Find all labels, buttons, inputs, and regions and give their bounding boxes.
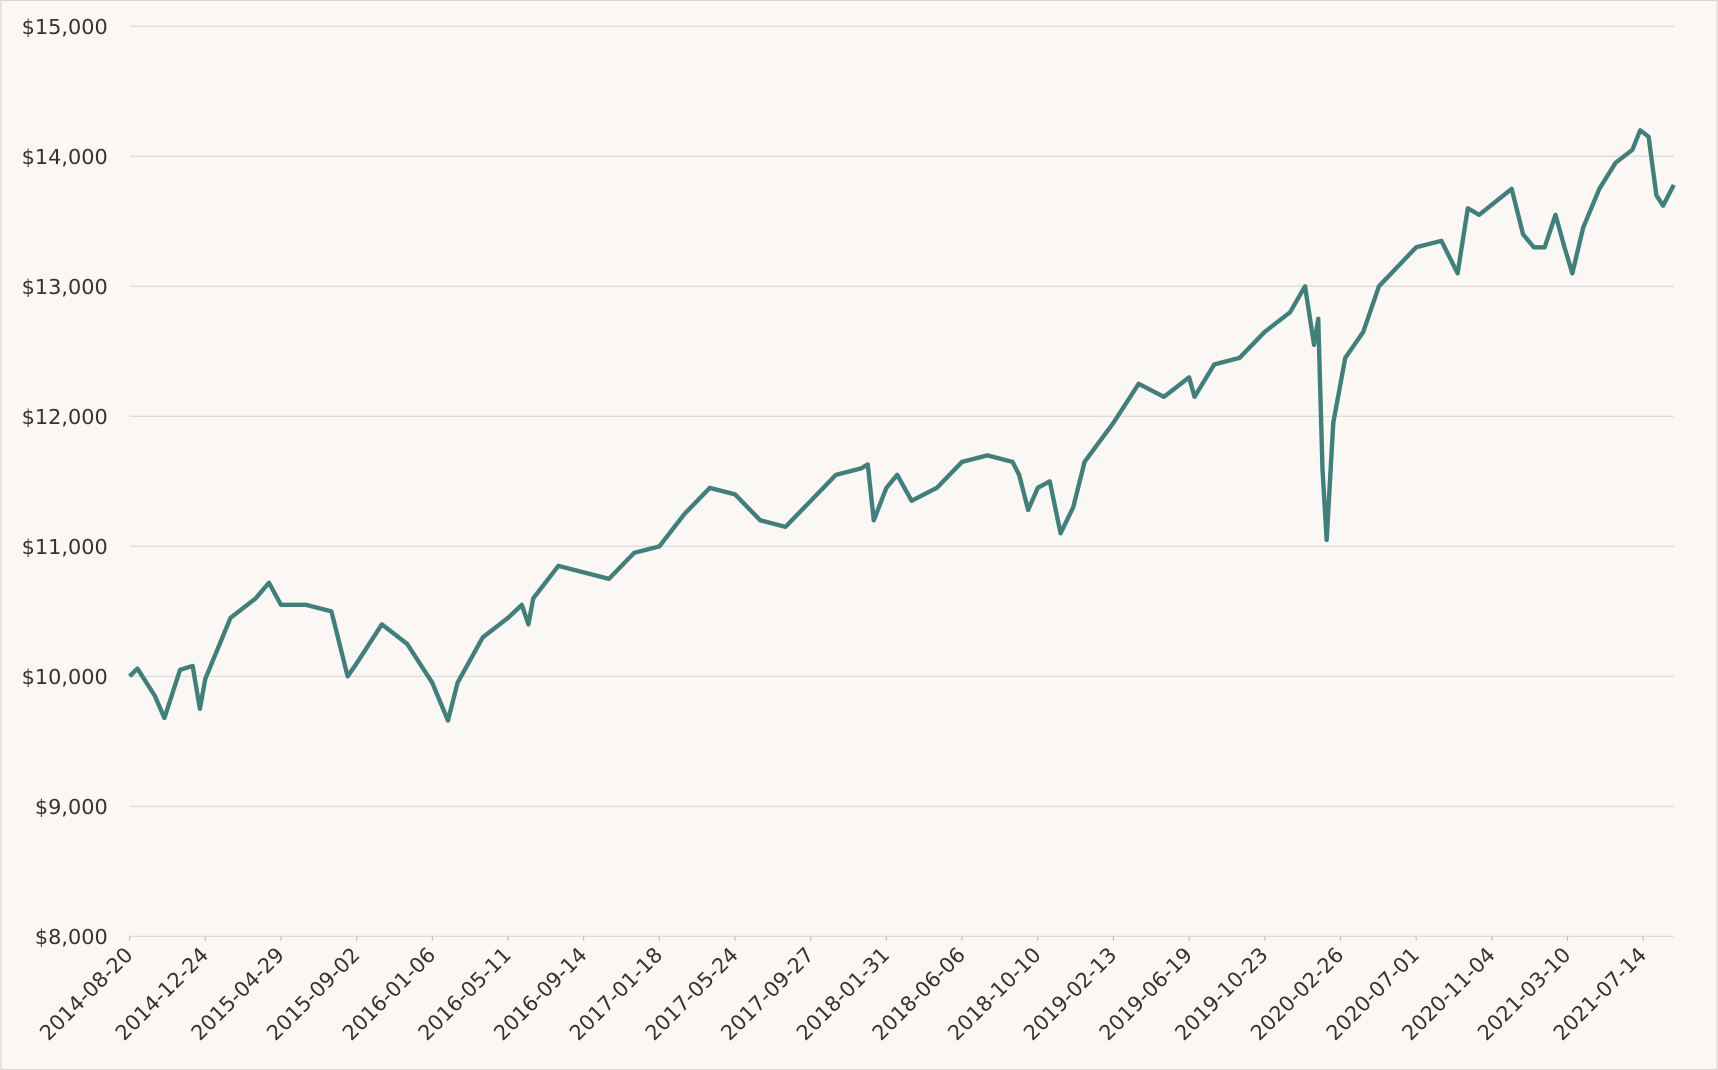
y-tick-label: $15,000 <box>22 15 108 39</box>
line-series <box>128 128 1676 723</box>
y-tick-label: $10,000 <box>22 665 108 689</box>
y-tick-label: $14,000 <box>22 145 108 169</box>
y-tick-label: $8,000 <box>35 925 108 949</box>
y-tick-label: $12,000 <box>22 405 108 429</box>
y-tick-label: $9,000 <box>35 795 108 819</box>
y-tick-label: $11,000 <box>22 535 108 559</box>
y-tick-label: $13,000 <box>22 275 108 299</box>
